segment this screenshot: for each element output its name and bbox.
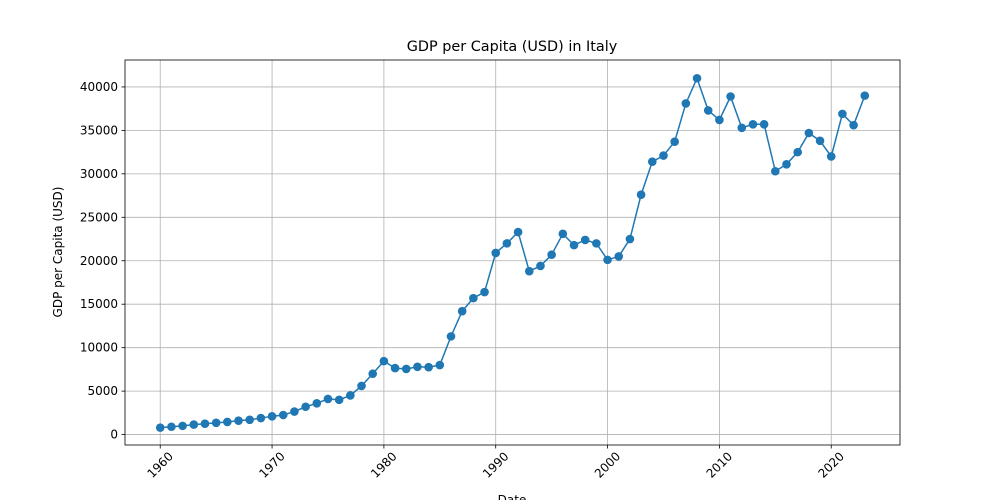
data-point xyxy=(346,391,355,400)
data-point xyxy=(457,306,467,316)
data-point xyxy=(759,120,769,129)
data-point xyxy=(826,152,836,161)
data-point xyxy=(815,136,825,146)
data-point xyxy=(413,362,422,372)
y-axis-label: GDP per Capita (USD) xyxy=(51,187,65,318)
data-point xyxy=(614,252,624,261)
data-point xyxy=(681,99,691,108)
y-tick-label: 30000 xyxy=(80,167,118,181)
data-point xyxy=(793,147,802,157)
data-point xyxy=(592,239,601,248)
y-tick-label: 40000 xyxy=(80,80,118,94)
data-point xyxy=(435,360,445,370)
data-point xyxy=(234,416,243,425)
data-point xyxy=(536,261,545,271)
data-point xyxy=(647,157,657,166)
data-point xyxy=(323,394,333,404)
data-point xyxy=(256,413,266,423)
data-point xyxy=(491,248,501,258)
x-tick-label: 2020 xyxy=(815,449,846,480)
data-point xyxy=(670,137,679,146)
y-tick-label: 5000 xyxy=(87,384,118,398)
x-axis-label: Date xyxy=(498,493,527,500)
data-point xyxy=(771,166,780,176)
data-point xyxy=(178,421,187,431)
data-line xyxy=(160,76,866,429)
data-point xyxy=(782,159,791,169)
data-point xyxy=(223,417,232,427)
y-tick-label: 20000 xyxy=(80,254,118,268)
data-point xyxy=(860,91,870,100)
data-point xyxy=(469,293,478,303)
data-point xyxy=(278,410,288,420)
data-point xyxy=(334,395,344,405)
data-point xyxy=(390,363,400,373)
data-point xyxy=(480,287,489,297)
y-tick-label: 0 xyxy=(110,428,118,442)
y-tick-label: 35000 xyxy=(80,123,118,137)
x-tick-label: 1980 xyxy=(368,449,399,480)
data-point xyxy=(737,123,747,133)
data-point xyxy=(446,332,456,341)
data-point xyxy=(368,369,378,379)
data-point xyxy=(290,407,299,416)
y-tick-label: 10000 xyxy=(80,341,118,355)
data-point xyxy=(357,381,366,391)
x-tick-label: 1960 xyxy=(144,449,175,480)
data-point xyxy=(424,362,433,372)
data-point xyxy=(838,109,847,119)
data-point xyxy=(167,422,176,432)
x-tick-label: 1990 xyxy=(480,449,511,480)
data-point xyxy=(804,128,814,138)
x-tick-label: 2000 xyxy=(592,449,623,480)
data-point xyxy=(502,239,512,248)
data-point xyxy=(547,250,556,259)
y-tick-label: 15000 xyxy=(80,297,118,311)
data-point xyxy=(401,364,411,374)
data-point xyxy=(189,420,199,429)
data-point xyxy=(636,190,646,200)
data-point xyxy=(692,73,702,83)
data-point xyxy=(748,120,758,129)
y-tick-label: 25000 xyxy=(80,210,118,224)
data-point xyxy=(245,415,254,425)
data-point xyxy=(726,92,735,101)
data-point xyxy=(659,151,668,160)
x-tick-label: 2010 xyxy=(704,449,735,480)
data-point xyxy=(849,120,858,130)
data-point xyxy=(580,235,590,245)
data-point xyxy=(703,106,713,115)
data-point xyxy=(301,402,310,412)
data-point xyxy=(569,240,579,250)
data-point xyxy=(524,266,534,276)
plot-frame xyxy=(124,59,901,446)
x-tick-label: 1970 xyxy=(256,449,287,480)
data-point xyxy=(211,418,221,428)
data-point xyxy=(312,398,322,408)
data-point xyxy=(558,229,568,239)
data-point xyxy=(267,412,277,421)
data-point xyxy=(603,255,612,265)
chart-title: GDP per Capita (USD) in Italy xyxy=(407,39,618,55)
data-point xyxy=(379,356,389,366)
data-point xyxy=(625,234,635,244)
data-point xyxy=(715,115,724,125)
data-point xyxy=(513,227,523,237)
data-point xyxy=(155,423,165,432)
data-point xyxy=(200,419,210,429)
